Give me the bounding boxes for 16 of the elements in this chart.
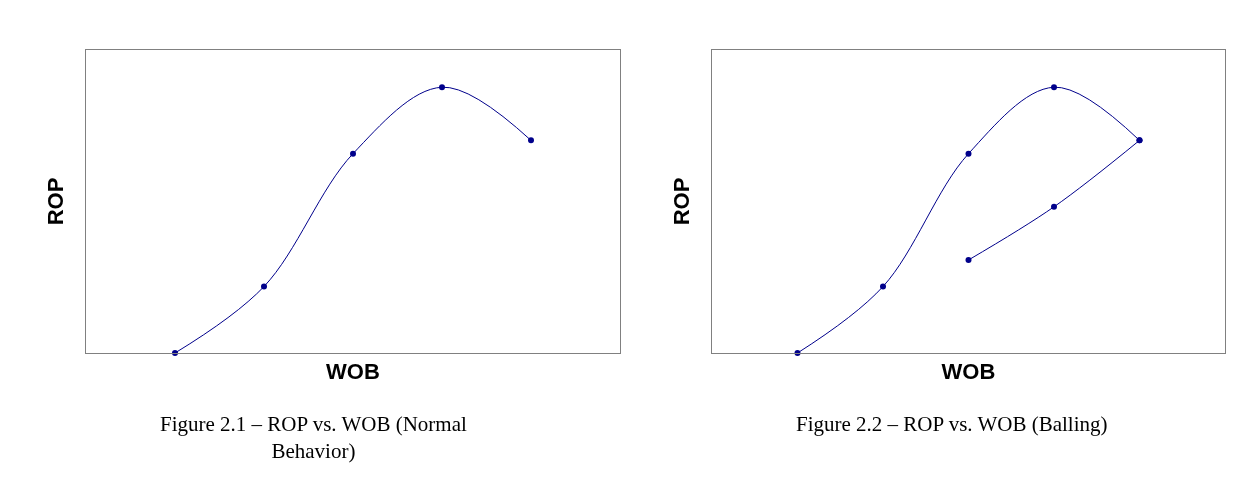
y-axis-title: ROP [42, 177, 68, 226]
point [172, 350, 178, 356]
x-axis-title: WOB [941, 358, 996, 384]
point [528, 137, 534, 144]
point [965, 150, 972, 157]
text: Figure 2.1 – ROP vs. WOB (Normal Behavior) [160, 412, 467, 464]
text: Figure 2.2 – ROP vs. WOB (Balling) [796, 412, 1108, 436]
point [439, 84, 445, 91]
point [350, 150, 356, 157]
x-axis-title: WOB [326, 358, 380, 384]
y-axis-title: ROP [668, 177, 694, 226]
point [1051, 84, 1057, 91]
point [1051, 203, 1057, 210]
point [880, 283, 886, 290]
point [965, 256, 972, 263]
point [261, 283, 267, 290]
